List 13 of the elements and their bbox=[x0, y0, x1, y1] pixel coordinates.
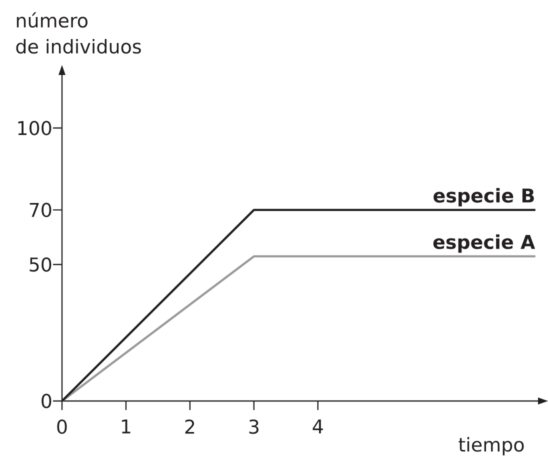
x-tick-label: 1 bbox=[122, 420, 130, 434]
series-label: especie A bbox=[433, 234, 536, 253]
y-tick-label: 0 bbox=[42, 394, 52, 408]
x-axis-title: tiempo bbox=[458, 437, 524, 456]
x-tick-label: 3 bbox=[249, 420, 258, 434]
y-tick-label: 100 bbox=[18, 120, 52, 136]
y-tick-label: 50 bbox=[30, 257, 52, 272]
x-tick-label: 2 bbox=[185, 420, 194, 434]
series-label: especie B bbox=[434, 188, 534, 206]
x-tick-label: 0 bbox=[57, 420, 67, 434]
y-axis-title: número de individuos bbox=[16, 12, 141, 54]
y-tick-label: 70 bbox=[30, 202, 52, 218]
x-tick-label: 4 bbox=[312, 420, 323, 434]
